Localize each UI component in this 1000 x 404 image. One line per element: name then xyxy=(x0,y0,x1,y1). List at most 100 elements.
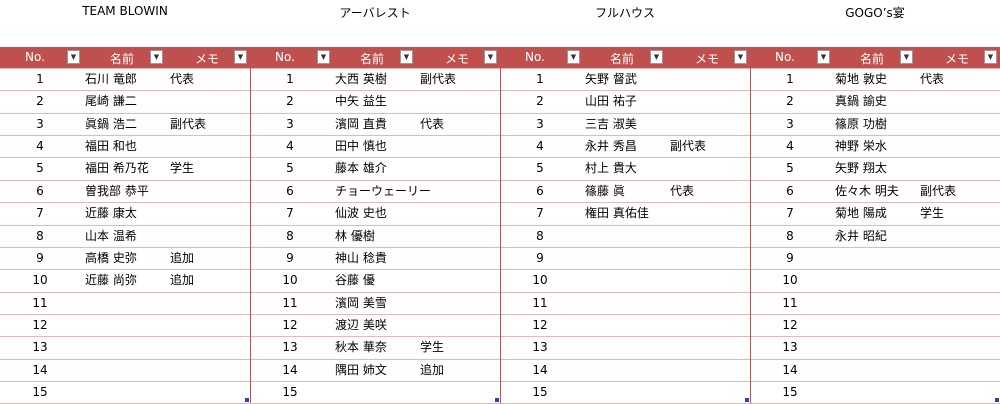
member-memo: 副代表 xyxy=(670,139,707,154)
header-cell: No. xyxy=(775,50,795,64)
filter-button[interactable]: ▼ xyxy=(817,50,830,64)
row-number: 1 xyxy=(536,72,544,86)
member-name: 田中 慎也 xyxy=(335,139,387,154)
row-number: 13 xyxy=(32,340,48,355)
filter-button[interactable]: ▼ xyxy=(567,50,580,64)
row-border xyxy=(750,246,1000,248)
row-border xyxy=(750,269,1000,271)
row-border xyxy=(500,224,750,226)
header-cell: メモ xyxy=(445,52,470,66)
header-cell: メモ xyxy=(945,52,970,66)
row-number: 4 xyxy=(286,139,294,154)
resize-handle xyxy=(245,398,249,402)
member-name: 矢野 督武 xyxy=(585,72,637,86)
row-border xyxy=(0,291,250,293)
filter-button[interactable]: ▼ xyxy=(900,50,913,64)
row-border xyxy=(500,135,750,137)
member-name: 福田 和也 xyxy=(85,139,137,154)
row-border xyxy=(500,179,750,181)
row-number: 2 xyxy=(536,94,544,109)
row-number: 6 xyxy=(286,183,294,198)
member-name: 曽我部 恭平 xyxy=(85,183,149,198)
header-cell: No. xyxy=(25,50,45,64)
table-separator xyxy=(750,47,751,403)
row-border xyxy=(500,269,750,271)
member-name: 高橋 史弥 xyxy=(85,250,137,265)
header-cell: No. xyxy=(525,50,545,64)
member-name: 大西 英樹 xyxy=(335,72,387,86)
row-border xyxy=(750,135,1000,137)
member-name: 福田 希乃花 xyxy=(85,161,149,176)
row-number: 7 xyxy=(36,206,44,221)
row-border xyxy=(500,202,750,204)
row-border xyxy=(0,135,250,137)
row-number: 7 xyxy=(786,206,794,221)
filter-button[interactable]: ▼ xyxy=(317,50,330,64)
filter-button[interactable]: ▼ xyxy=(984,50,997,64)
filter-button[interactable]: ▼ xyxy=(484,50,497,64)
row-border xyxy=(250,336,500,338)
row-border xyxy=(250,68,500,69)
member-name: 渡辺 美咲 xyxy=(335,317,387,332)
row-border xyxy=(0,224,250,226)
member-memo: 学生 xyxy=(420,340,445,355)
filter-button[interactable]: ▼ xyxy=(234,50,247,64)
row-number: 9 xyxy=(536,250,544,265)
filter-button[interactable]: ▼ xyxy=(734,50,747,64)
row-number: 3 xyxy=(536,116,544,131)
row-border xyxy=(500,291,750,293)
row-number: 5 xyxy=(36,161,44,176)
filter-button[interactable]: ▼ xyxy=(150,50,163,64)
row-border xyxy=(750,224,1000,226)
row-border xyxy=(0,112,250,114)
header-cell: No. xyxy=(275,50,295,64)
row-number: 8 xyxy=(286,228,294,243)
row-border xyxy=(250,313,500,315)
header-row xyxy=(750,47,1000,68)
row-number: 5 xyxy=(286,161,294,176)
member-name: 三吉 淑美 xyxy=(585,116,637,131)
filter-button[interactable]: ▼ xyxy=(67,50,80,64)
row-number: 1 xyxy=(786,72,794,86)
filter-button[interactable]: ▼ xyxy=(650,50,663,64)
row-number: 4 xyxy=(36,139,44,154)
header-cell: 名前 xyxy=(360,52,385,66)
row-number: 15 xyxy=(282,385,298,400)
member-name: 谷藤 優 xyxy=(335,273,375,288)
header-row xyxy=(250,47,500,68)
row-border xyxy=(0,90,250,92)
row-number: 4 xyxy=(786,139,794,154)
row-border xyxy=(500,112,750,114)
row-border xyxy=(0,336,250,338)
member-name: 尾崎 謙二 xyxy=(85,94,137,109)
row-number: 3 xyxy=(36,116,44,131)
row-border xyxy=(750,291,1000,293)
member-name: 菊地 敦史 xyxy=(835,72,887,86)
row-number: 11 xyxy=(32,295,48,310)
member-memo: 追加 xyxy=(170,273,195,288)
row-border xyxy=(500,157,750,159)
member-name: 中矢 益生 xyxy=(335,94,387,109)
row-border xyxy=(250,112,500,114)
row-border xyxy=(250,358,500,360)
row-number: 10 xyxy=(532,273,548,288)
row-number: 13 xyxy=(782,340,798,355)
member-name: 村上 貴大 xyxy=(585,161,637,176)
row-number: 10 xyxy=(282,273,298,288)
member-name: 篠藤 眞 xyxy=(585,183,625,198)
row-number: 3 xyxy=(286,116,294,131)
filter-button[interactable]: ▼ xyxy=(400,50,413,64)
row-border xyxy=(250,202,500,204)
row-border xyxy=(750,358,1000,360)
row-number: 14 xyxy=(282,362,298,377)
row-border xyxy=(750,202,1000,204)
row-border xyxy=(0,157,250,159)
row-border xyxy=(500,90,750,92)
row-number: 12 xyxy=(532,317,548,332)
row-number: 14 xyxy=(782,362,798,377)
row-border xyxy=(0,381,250,383)
row-number: 15 xyxy=(782,385,798,400)
row-border xyxy=(500,358,750,360)
header-cell: メモ xyxy=(195,52,220,66)
row-number: 11 xyxy=(782,295,798,310)
